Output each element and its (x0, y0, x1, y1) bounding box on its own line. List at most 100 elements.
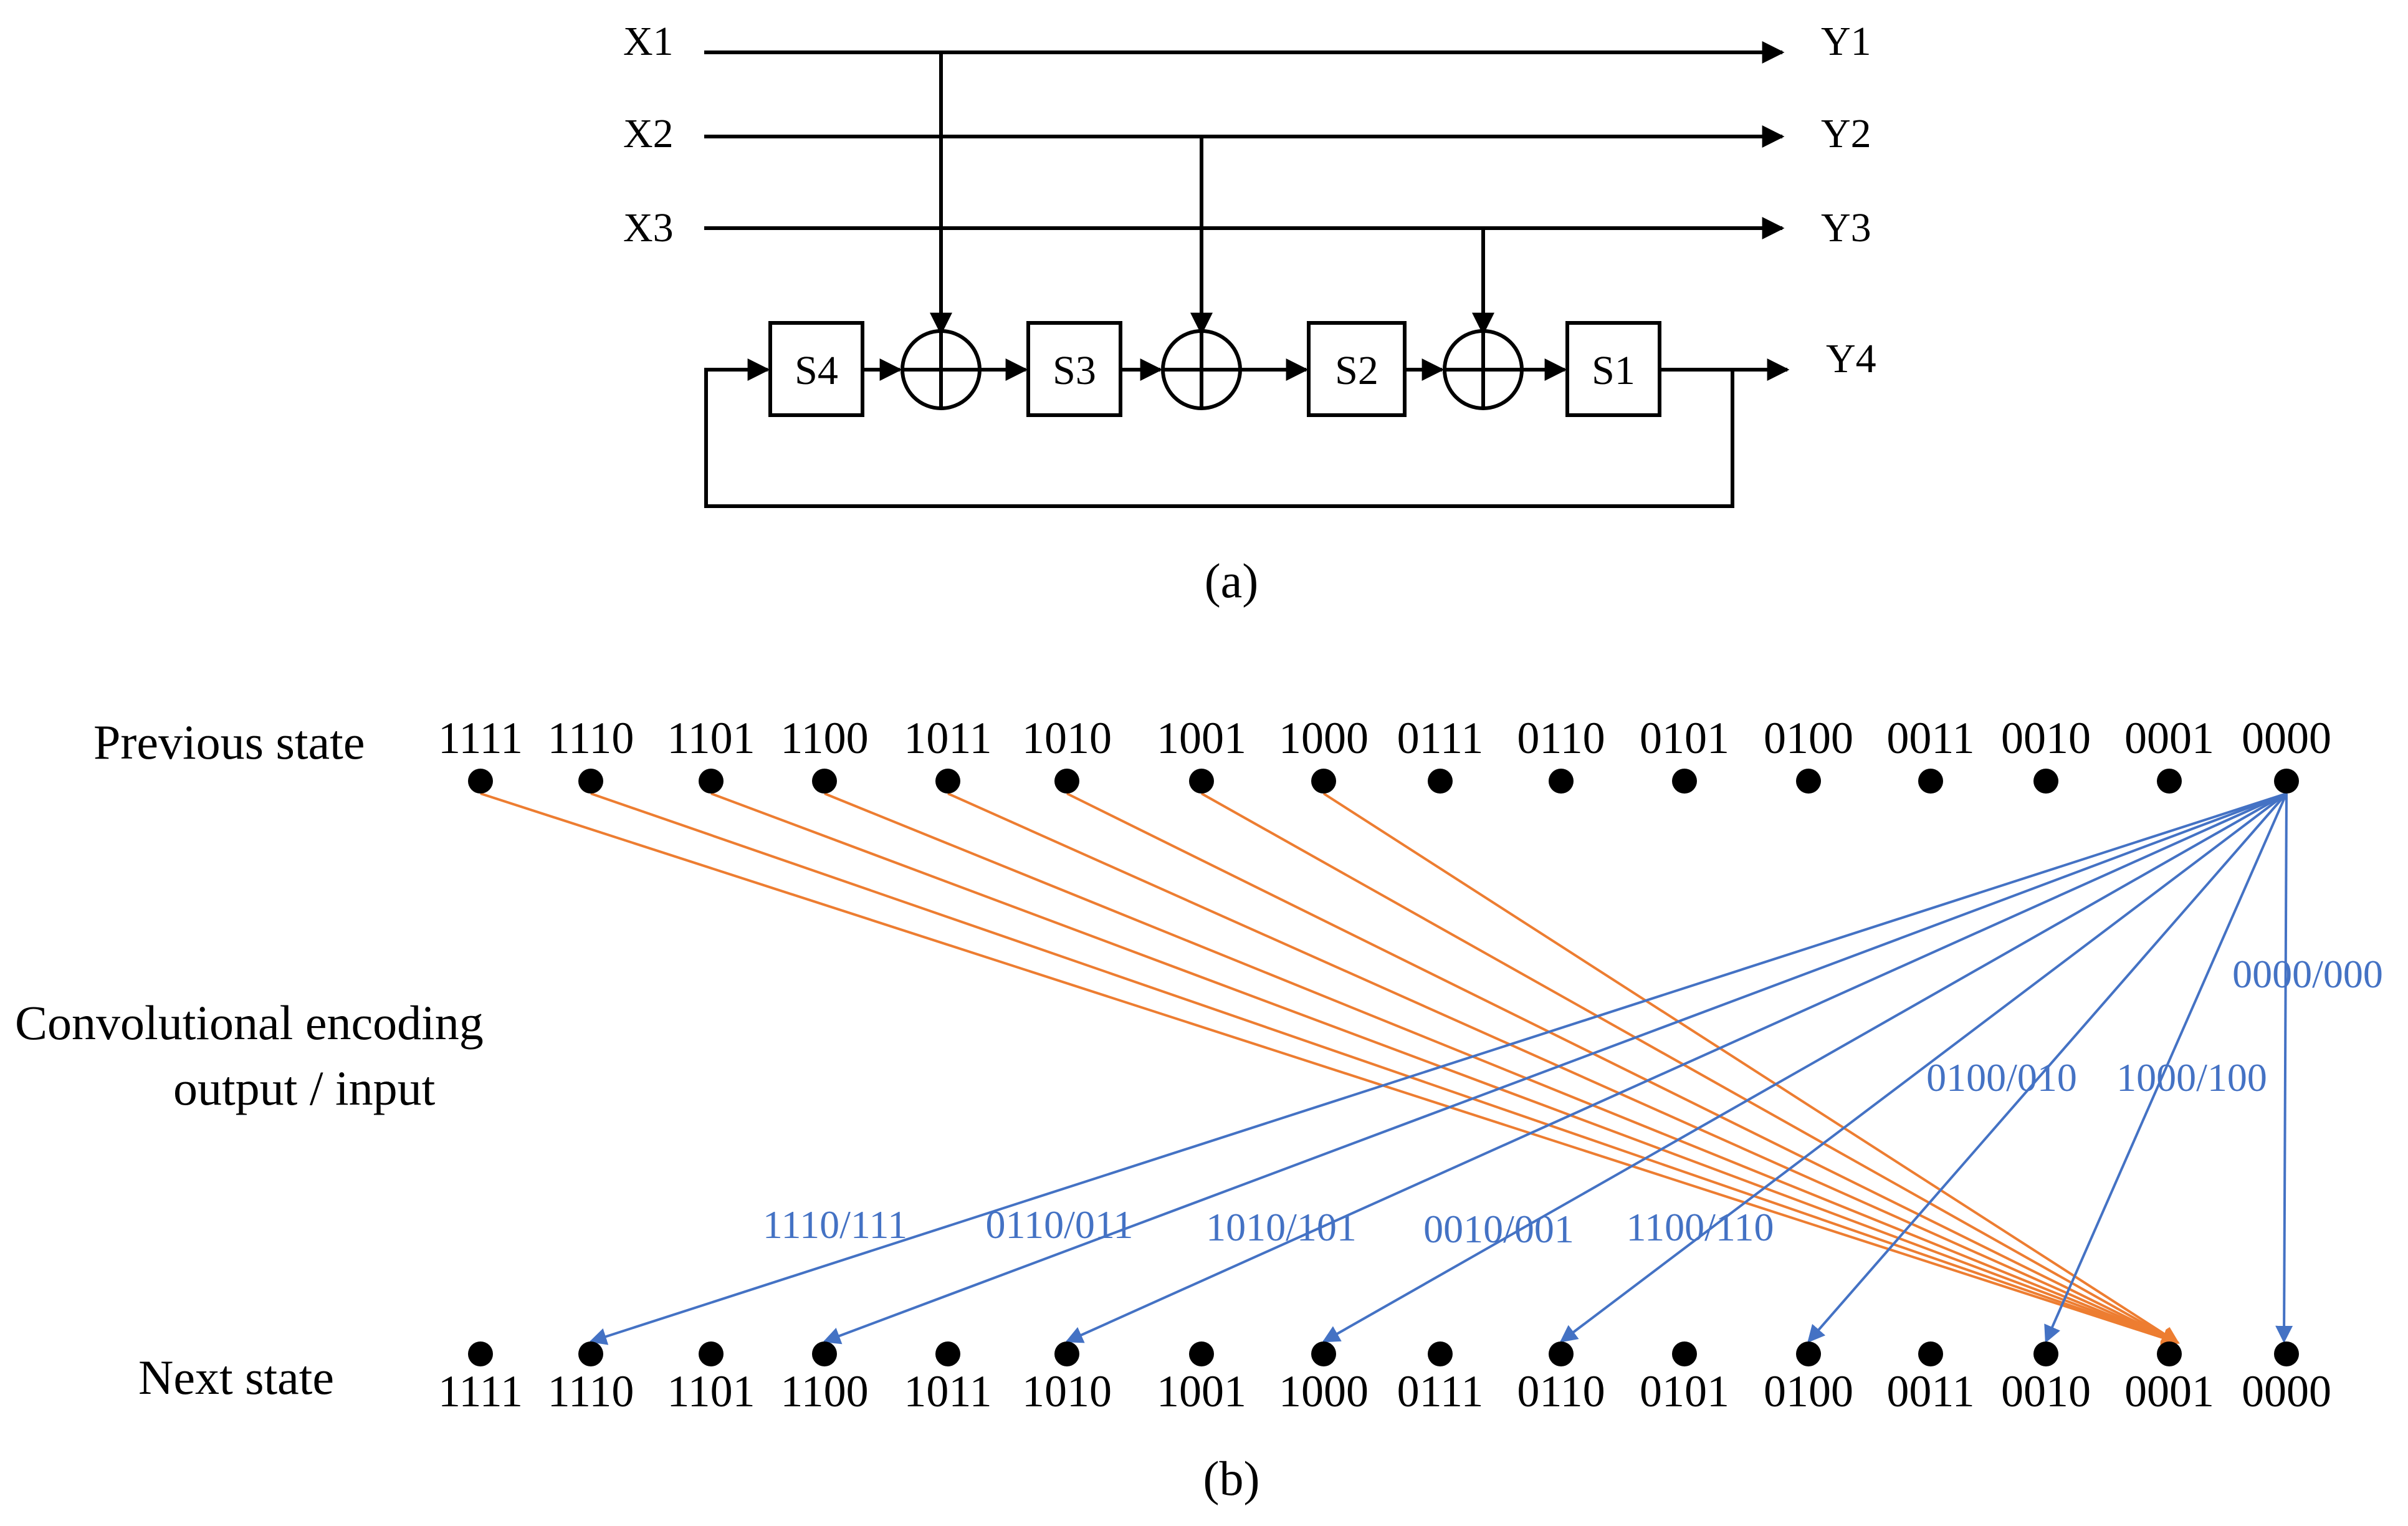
blue-transitions (589, 792, 2293, 1345)
prev-state-label-1011: 1011 (904, 713, 991, 763)
prev-node-1011 (935, 769, 960, 794)
edge-label-1000-100: 1000/100 (2116, 1055, 2267, 1100)
edge-label-1100-110: 1100/110 (1626, 1205, 1774, 1249)
next-state-label-0001: 0001 (2124, 1366, 2214, 1416)
xor-adder-1 (901, 329, 982, 410)
next-node-1111 (468, 1341, 493, 1366)
prev-node-0010 (2033, 769, 2058, 794)
prev-node-0101 (1672, 769, 1697, 794)
next-node-1110 (578, 1341, 603, 1366)
register-s4-label: S4 (795, 348, 838, 393)
next-state-label-0111: 0111 (1397, 1366, 1484, 1416)
blue-edge-0000-to-1010 (1065, 792, 2287, 1343)
prev-node-0111 (1428, 769, 1453, 794)
panel-b: Previous state Convolutional encoding ou… (15, 713, 2383, 1505)
next-node-0111 (1428, 1341, 1453, 1366)
orange-edge-1100-to-0001 (824, 792, 2180, 1345)
prev-state-label-1101: 1101 (667, 713, 755, 763)
prev-state-label-0011: 0011 (1886, 713, 1974, 763)
orange-edge-1101-to-0001 (710, 792, 2180, 1346)
output-y1-label: Y1 (1821, 19, 1871, 64)
blue-edge-0000-to-0100 (1807, 792, 2288, 1343)
next-node-1000 (1311, 1341, 1336, 1366)
orange-edge-1011-to-0001 (947, 792, 2180, 1345)
next-state-label-0101: 0101 (1640, 1366, 1729, 1416)
blue-edge-0000-to-0110 (1559, 792, 2288, 1343)
prev-node-0001 (2157, 769, 2182, 794)
next-state-label-1001: 1001 (1157, 1366, 1246, 1416)
prev-state-label-0001: 0001 (2124, 713, 2214, 763)
prev-state-label-1001: 1001 (1157, 713, 1246, 763)
next-state-label-1100: 1100 (780, 1366, 868, 1416)
prev-node-1110 (578, 769, 603, 794)
next-node-0100 (1796, 1341, 1821, 1366)
orange-edge-1000-to-0001 (1322, 792, 2180, 1344)
blue-edge-0000-to-1100 (823, 792, 2287, 1345)
next-state-label: Next state (138, 1350, 334, 1404)
next-node-0110 (1549, 1341, 1574, 1366)
prev-state-label-1100: 1100 (780, 713, 868, 763)
output-y2-label: Y2 (1821, 111, 1871, 156)
next-state-label-0011: 0011 (1886, 1366, 1974, 1416)
next-node-1101 (699, 1341, 724, 1366)
prev-state-label-0010: 0010 (2001, 713, 2091, 763)
next-state-label-1010: 1010 (1022, 1366, 1112, 1416)
orange-edge-1111-to-0001 (480, 792, 2180, 1346)
prev-node-0100 (1796, 769, 1821, 794)
register-s1-label: S1 (1592, 348, 1635, 393)
next-state-label-1000: 1000 (1279, 1366, 1369, 1416)
prev-node-1100 (812, 769, 837, 794)
prev-node-1101 (699, 769, 724, 794)
prev-state-label-0101: 0101 (1640, 713, 1729, 763)
panel-a (704, 41, 1790, 508)
output-y3-label: Y3 (1821, 205, 1871, 251)
next-node-0011 (1918, 1341, 1943, 1366)
prev-node-1111 (468, 769, 493, 794)
encoding-label-line2: output / input (173, 1061, 436, 1115)
prev-state-label-1111: 1111 (438, 713, 523, 763)
orange-transitions (480, 792, 2180, 1346)
previous-state-label: Previous state (93, 715, 365, 769)
prev-state-label-1110: 1110 (548, 713, 634, 763)
next-state-label-0100: 0100 (1764, 1366, 1853, 1416)
feedback-loop (704, 358, 1734, 508)
orange-edge-1001-to-0001 (1201, 792, 2180, 1344)
blue-edge-0000-to-1000 (1322, 792, 2287, 1343)
next-state-label-0110: 0110 (1517, 1366, 1605, 1416)
panel-b-caption: (b) (1203, 1451, 1260, 1505)
register-s2-label: S2 (1335, 348, 1378, 393)
input-x2-label: X2 (623, 111, 674, 156)
xor-adder-3 (1443, 329, 1524, 410)
edge-label-0010-001: 0010/001 (1423, 1207, 1574, 1251)
register-s3-label: S3 (1053, 348, 1096, 393)
next-state-label-0000: 0000 (2242, 1366, 2331, 1416)
next-state-label-0010: 0010 (2001, 1366, 2091, 1416)
input-x1-label: X1 (623, 19, 674, 64)
next-state-label-1111: 1111 (438, 1366, 523, 1416)
next-node-1010 (1054, 1341, 1079, 1366)
edge-label-1110-111: 1110/111 (763, 1202, 907, 1247)
prev-state-label-0100: 0100 (1764, 713, 1853, 763)
prev-state-label-1000: 1000 (1279, 713, 1369, 763)
input-x3-label: X3 (623, 205, 674, 251)
next-node-0101 (1672, 1341, 1697, 1366)
xor-adder-2 (1161, 329, 1242, 410)
next-node-0001 (2157, 1341, 2182, 1366)
next-node-1100 (812, 1341, 837, 1366)
prev-state-label-1010: 1010 (1022, 713, 1112, 763)
next-node-0000 (2274, 1341, 2299, 1366)
prev-state-label-0111: 0111 (1397, 713, 1484, 763)
next-node-1001 (1189, 1341, 1214, 1366)
prev-state-label-0110: 0110 (1517, 713, 1605, 763)
orange-edge-1010-to-0001 (1066, 792, 2180, 1344)
prev-node-1010 (1054, 769, 1079, 794)
edge-label-0110-011: 0110/011 (985, 1202, 1133, 1247)
next-state-label-1101: 1101 (667, 1366, 755, 1416)
blue-edge-0000-to-1110 (589, 792, 2287, 1345)
previous-state-row: 1111 1110 1101 1100 1011 1010 1001 1000 0111 0110… (438, 713, 2331, 794)
edge-label-0100-010: 0100/010 (1926, 1055, 2077, 1100)
next-state-label-1110: 1110 (548, 1366, 634, 1416)
next-node-1011 (935, 1341, 960, 1366)
next-node-0010 (2033, 1341, 2058, 1366)
